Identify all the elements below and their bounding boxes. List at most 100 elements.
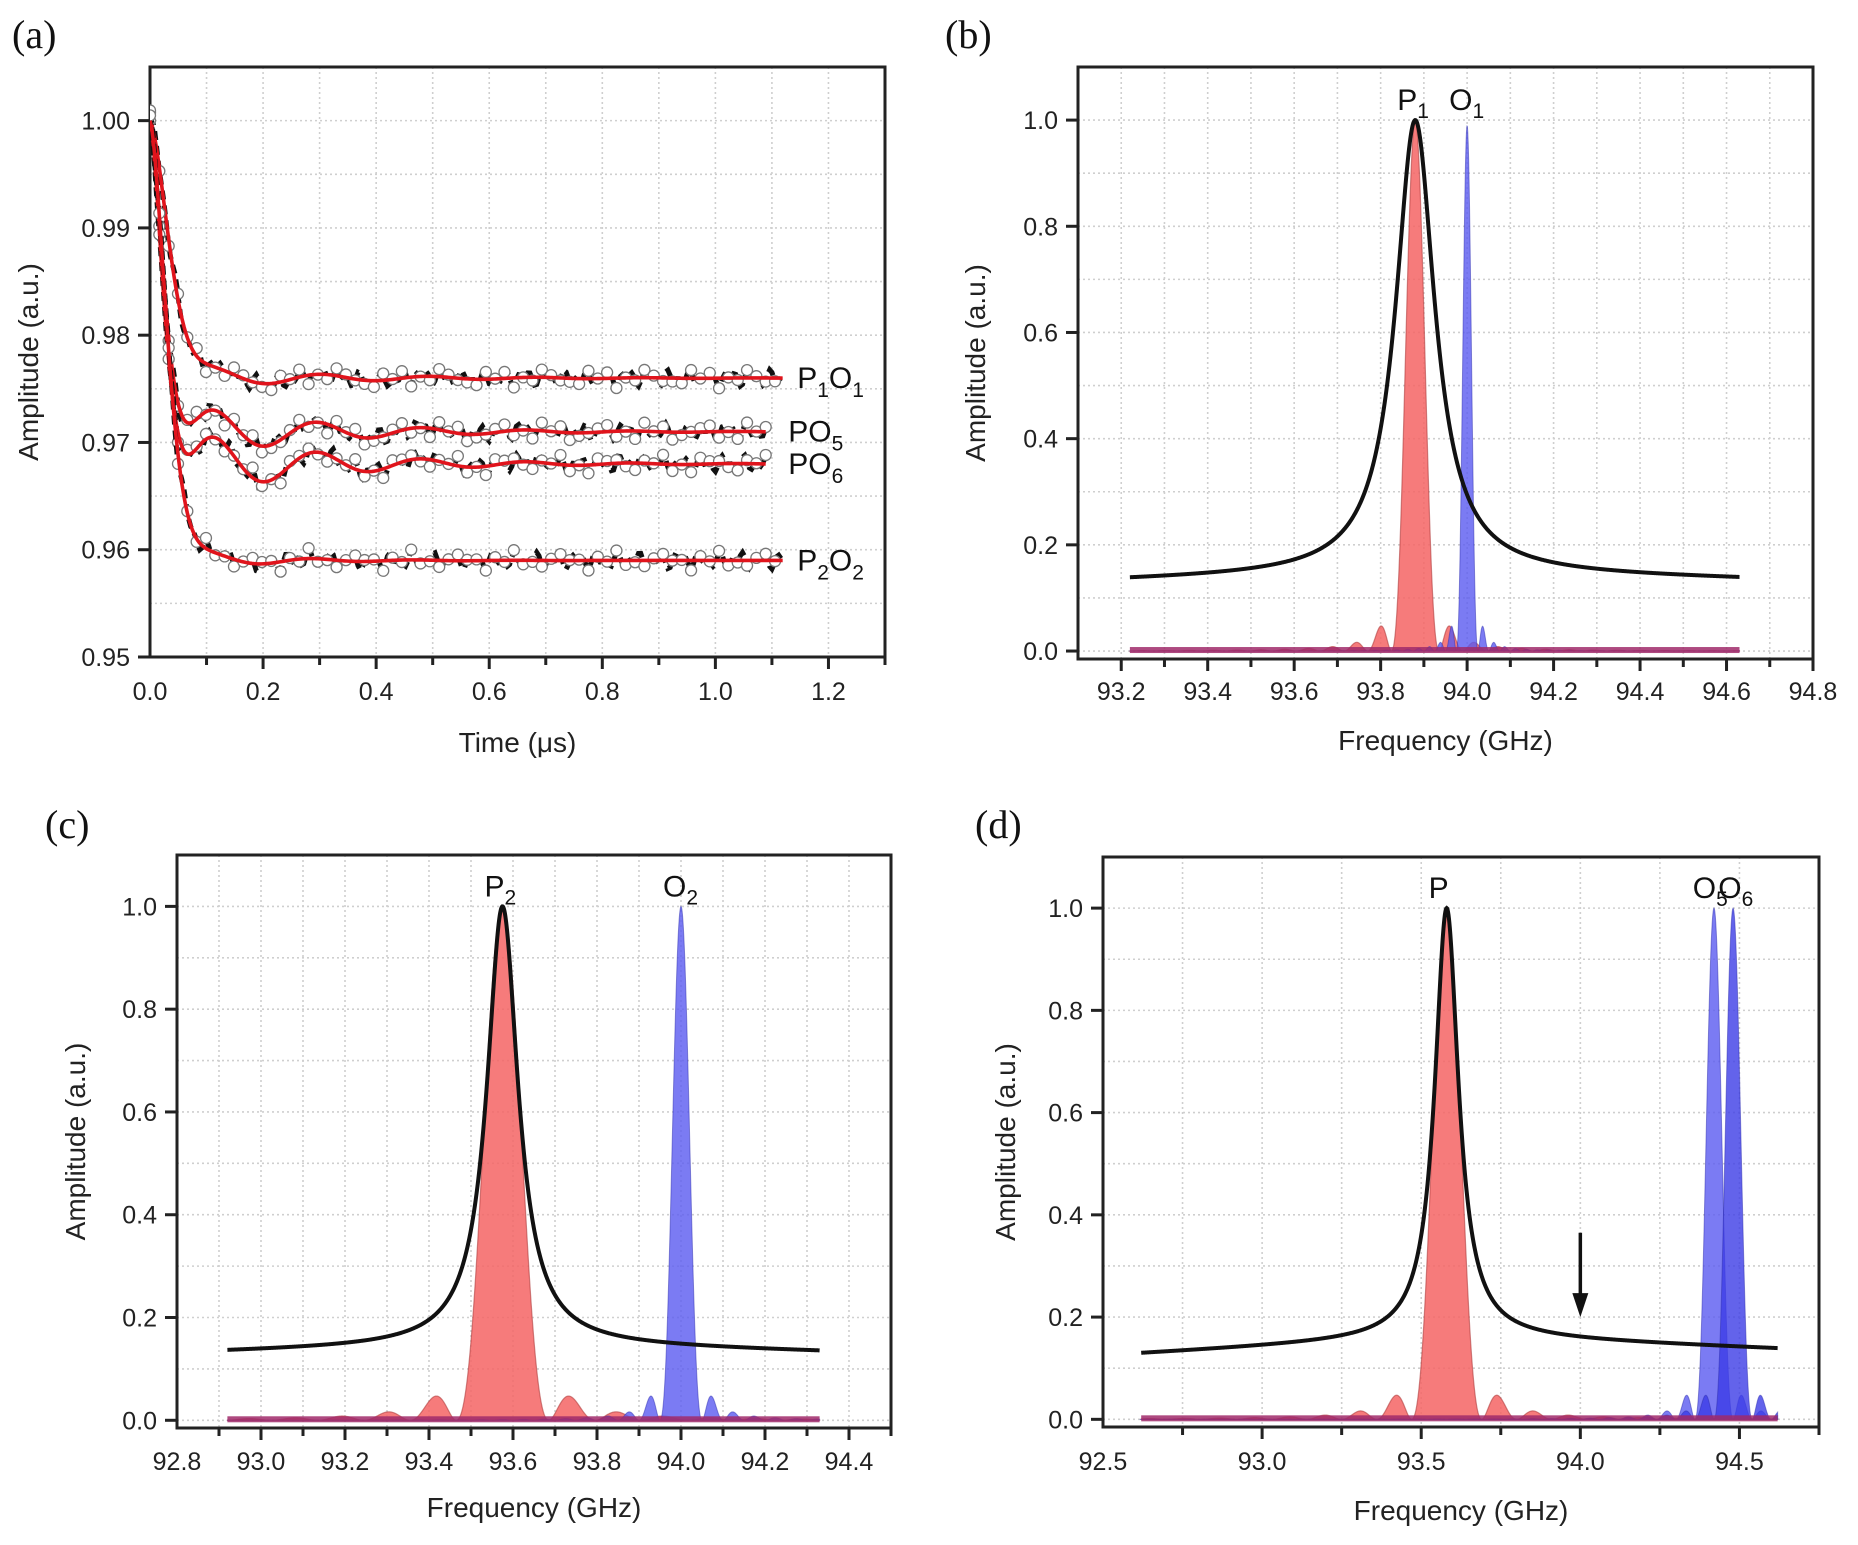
y-axis-title: Amplitude (a.u.) bbox=[960, 264, 991, 462]
x-axis-title: Frequency (GHz) bbox=[1338, 725, 1553, 756]
data-point-P2O2 bbox=[199, 531, 213, 545]
x-tick-label: 93.6 bbox=[1270, 678, 1319, 706]
y-tick-label: 0.95 bbox=[81, 644, 130, 672]
x-tick-label: 93.8 bbox=[573, 1448, 622, 1476]
y-tick-label: 0.8 bbox=[122, 996, 157, 1024]
y-tick-label: 0.2 bbox=[1023, 532, 1058, 560]
plot-frame bbox=[1076, 65, 1815, 661]
x-tick-label: 94.8 bbox=[1789, 678, 1838, 706]
y-tick-label: 1.0 bbox=[122, 893, 157, 921]
data-point-P1O1 bbox=[293, 363, 306, 376]
data-point-PO5 bbox=[535, 416, 548, 429]
data-point-PO5 bbox=[395, 417, 409, 430]
y-tick-label: 1.0 bbox=[1023, 107, 1058, 135]
data-point-P2O2 bbox=[656, 547, 670, 561]
series-label-P1O1: P1O1 bbox=[797, 362, 864, 402]
data-point-P1O1 bbox=[712, 382, 726, 395]
data-point-PO6 bbox=[731, 464, 744, 477]
peak-label-P2: P2 bbox=[485, 870, 517, 909]
x-tick-label: 94.0 bbox=[1443, 678, 1492, 706]
arrow-head-icon bbox=[1572, 1293, 1589, 1318]
lorentzian-envelope-curve bbox=[1141, 905, 1778, 1355]
y-tick-label: 0.8 bbox=[1023, 213, 1058, 241]
y-tick-label: 0.2 bbox=[122, 1305, 157, 1333]
y-tick-label: 0.4 bbox=[122, 1202, 157, 1230]
x-tick-label: 94.4 bbox=[1616, 678, 1665, 706]
x-tick-label: 93.5 bbox=[1397, 1448, 1446, 1476]
data-point-PO5 bbox=[628, 432, 642, 446]
data-point-PO5 bbox=[740, 416, 754, 429]
data-point-P1O1 bbox=[600, 366, 614, 379]
series-P2O2 bbox=[150, 109, 784, 578]
x-tick-label: 94.4 bbox=[825, 1448, 874, 1476]
data-point-P2O2 bbox=[479, 564, 492, 577]
data-point-PO5 bbox=[498, 418, 511, 431]
fit-curve-PO5 bbox=[150, 120, 766, 449]
x-tick-label: 0.4 bbox=[359, 678, 394, 706]
lorentzian-envelope-curve bbox=[227, 904, 820, 1353]
y-axis-title: Amplitude (a.u.) bbox=[13, 263, 44, 461]
data-point-P2O2 bbox=[330, 560, 343, 574]
data-point-P1O1 bbox=[507, 381, 520, 394]
x-tick-label: 92.8 bbox=[153, 1448, 202, 1476]
baseline-band bbox=[227, 1416, 820, 1423]
data-point-P2O2 bbox=[274, 565, 287, 578]
y-tick-label: 0.0 bbox=[122, 1407, 157, 1435]
data-point-PO6 bbox=[423, 460, 437, 473]
x-tick-label: 93.8 bbox=[1356, 678, 1405, 706]
data-point-PO5 bbox=[423, 430, 437, 444]
panel-d-spectrum-chart: 92.5 93.0 93.5 94.0 94.5 0.0 0.2 0.4 0.6 0.8 1.0 Fr… bbox=[975, 802, 1821, 1526]
x-tick-label: 94.2 bbox=[1529, 678, 1578, 706]
baseline-band bbox=[1141, 1415, 1778, 1422]
y-tick-label: 0.4 bbox=[1048, 1202, 1083, 1230]
y-axis-title: Amplitude (a.u.) bbox=[990, 1043, 1021, 1241]
data-point-PO6 bbox=[246, 461, 259, 474]
series-P1O1 bbox=[150, 114, 783, 397]
data-point-PO5 bbox=[759, 420, 772, 434]
data-point-PO6 bbox=[656, 448, 670, 461]
data-point-PO5 bbox=[731, 432, 744, 445]
data-trace-P1O1 bbox=[150, 115, 783, 394]
peak-label-O2: O2 bbox=[663, 870, 698, 909]
data-point-P2O2 bbox=[684, 564, 698, 577]
peak-label-P: P bbox=[1429, 872, 1449, 905]
y-tick-label: 0.0 bbox=[1048, 1406, 1083, 1434]
data-point-PO6 bbox=[274, 477, 287, 490]
data-point-P2O2 bbox=[405, 543, 418, 556]
y-tick-label: 0.6 bbox=[1023, 319, 1058, 347]
data-point-PO6 bbox=[377, 471, 390, 485]
series-label-P2O2: P2O2 bbox=[797, 544, 864, 584]
x-tick-label: 93.6 bbox=[489, 1448, 538, 1476]
data-point-P2O2 bbox=[759, 547, 772, 560]
y-tick-label: 0.4 bbox=[1023, 426, 1058, 454]
plot-frame bbox=[175, 853, 893, 1430]
x-tick-label: 94.0 bbox=[657, 1448, 706, 1476]
data-point-P2O2 bbox=[535, 560, 548, 573]
data-point-PO6 bbox=[526, 462, 539, 476]
y-tick-label: 1.00 bbox=[81, 108, 130, 136]
x-tick-label: 93.0 bbox=[1238, 1448, 1287, 1476]
data-point-PO5 bbox=[451, 420, 465, 433]
data-trace-PO5 bbox=[150, 113, 768, 456]
x-tick-label: 93.0 bbox=[237, 1448, 286, 1476]
x-tick-label: 0.6 bbox=[472, 678, 507, 706]
panel-letter: (c) bbox=[45, 802, 89, 847]
x-axis-title: Time (μs) bbox=[459, 727, 577, 758]
x-axis-title: Frequency (GHz) bbox=[1354, 1495, 1569, 1526]
data-point-PO6 bbox=[582, 467, 595, 480]
data-point-PO5 bbox=[433, 416, 446, 429]
data-point-P2O2 bbox=[150, 109, 157, 122]
data-point-P1O1 bbox=[367, 380, 381, 394]
data-point-P1O1 bbox=[479, 365, 492, 379]
y-tick-label: 0.0 bbox=[1023, 638, 1058, 666]
y-tick-label: 0.96 bbox=[81, 537, 130, 565]
data-point-P1O1 bbox=[433, 362, 446, 376]
data-point-PO6 bbox=[349, 453, 362, 466]
x-tick-label: 0.8 bbox=[585, 678, 620, 706]
data-point-P1O1 bbox=[638, 363, 651, 377]
x-tick-label: 1.0 bbox=[698, 678, 733, 706]
data-point-PO5 bbox=[526, 432, 539, 445]
data-point-P2O2 bbox=[377, 564, 390, 577]
panel-b-spectrum-chart: 93.2 93.4 93.6 93.8 94.0 94.2 94.4 94.6 94.8 0.0 0… bbox=[945, 12, 1837, 756]
